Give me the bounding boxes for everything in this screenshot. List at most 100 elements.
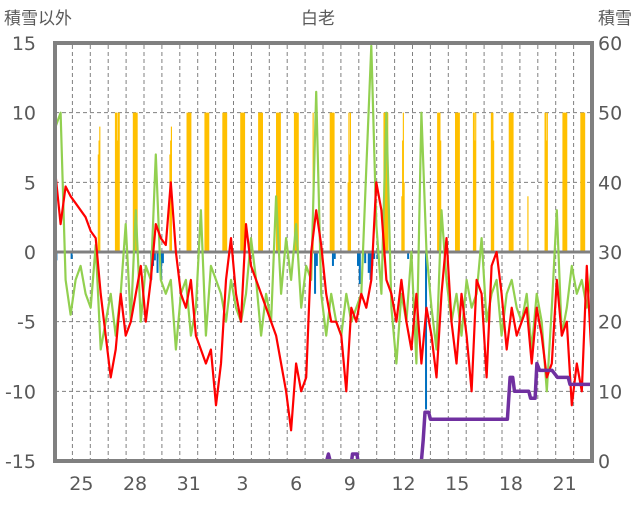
sunshine-bar [261, 112, 263, 253]
sunshine-bar [474, 140, 476, 252]
sunshine-bar [331, 112, 334, 253]
precip-bar [425, 252, 428, 410]
sunshine-bar [565, 112, 567, 253]
sunshine-bar [279, 112, 281, 253]
sunshine-bar [510, 112, 513, 253]
sunshine-bar [563, 112, 565, 253]
x-tick-label: 12 [391, 473, 415, 495]
sunshine-bar [190, 112, 192, 253]
x-tick-label: 18 [499, 473, 523, 495]
x-tick-label: 3 [236, 473, 248, 495]
sunshine-bar [204, 112, 206, 253]
sunshine-bar [135, 112, 137, 253]
sunshine-bar [116, 112, 118, 253]
sunshine-bar [511, 112, 513, 253]
sunshine-bar [440, 140, 442, 252]
precip-bar [70, 252, 73, 259]
sunshine-bar [99, 126, 101, 252]
green-series-line [54, 44, 593, 393]
sunshine-bar [437, 112, 440, 253]
sunshine-bar [240, 112, 243, 253]
sunshine-bar [277, 112, 279, 253]
sunshine-bar [222, 112, 224, 253]
x-tick-label: 21 [553, 473, 577, 495]
precip-bar [364, 252, 367, 264]
right-tick-label: 30 [598, 242, 622, 264]
left-tick-label: 5 [24, 172, 36, 194]
sunshine-bar [475, 112, 477, 253]
precip-bar [156, 252, 159, 273]
sunshine-bar [584, 112, 586, 253]
sunshine-bar [403, 182, 405, 252]
sunshine-bar [457, 112, 459, 253]
sunshine-bar [512, 112, 514, 253]
sunshine-bar [563, 112, 566, 253]
sunshine-bar [132, 112, 134, 253]
left-tick-label: -15 [5, 451, 36, 473]
chart-title: 白老 [301, 9, 335, 29]
sunshine-bar [562, 112, 564, 253]
sunshine-bar [260, 112, 262, 253]
sunshine-bar [437, 112, 439, 253]
sunshine-bar [226, 112, 228, 253]
sunshine-bar [349, 154, 351, 252]
sunshine-bar [223, 112, 225, 253]
right-tick-label: 10 [598, 381, 622, 403]
sunshine-bar [224, 112, 226, 253]
sunshine-bar [276, 112, 278, 253]
sunshine-bar [473, 112, 475, 253]
plot-frame [53, 41, 594, 463]
sunshine-bar [332, 112, 334, 253]
sunshine-bar [493, 140, 495, 252]
sunshine-bar [472, 112, 475, 253]
left-tick-label: 0 [24, 242, 36, 264]
sunshine-bar [114, 112, 117, 253]
sunshine-bar [134, 112, 136, 253]
right-tick-label: 0 [598, 451, 610, 473]
sunshine-bar [188, 112, 190, 253]
precip-bar [367, 252, 370, 273]
left-tick-label: -10 [5, 381, 36, 403]
sunshine-bar [117, 140, 119, 252]
sunshine-bar [188, 112, 190, 253]
sunshine-bar [456, 112, 458, 253]
sunshine-bar [402, 112, 404, 253]
sunshine-bar [187, 112, 189, 253]
sunshine-bar [455, 112, 457, 253]
sunshine-bar [386, 112, 388, 253]
sunshine-bar [205, 112, 207, 253]
sunshine-bar [349, 112, 351, 253]
sunshine-bar [490, 112, 492, 253]
precip-bar [373, 252, 376, 259]
left-tick-label: 15 [12, 33, 36, 55]
sunshine-bar [242, 112, 244, 253]
x-tick-label: 28 [123, 473, 147, 495]
sunshine-bar [581, 112, 583, 253]
sunshine-bar [223, 112, 225, 253]
sunshine-bar [133, 112, 135, 253]
x-tick-label: 25 [69, 473, 93, 495]
sunshine-bar [278, 112, 280, 253]
sunshine-bar [297, 112, 299, 253]
sunshine-bar [510, 112, 512, 253]
sunshine-bar [544, 112, 546, 253]
sunshine-bar [457, 112, 460, 253]
sunshine-bar [438, 112, 440, 253]
sunshine-bar [347, 182, 349, 252]
sunshine-bar [276, 112, 278, 253]
sunshine-bar [402, 140, 404, 252]
sunshine-bar [97, 154, 99, 252]
sunshine-bar [491, 112, 493, 253]
left-tick-label: 10 [12, 103, 36, 125]
left-tick-label: -5 [17, 312, 36, 334]
precip-bar [314, 252, 317, 294]
sunshine-bar [546, 112, 548, 253]
sunshine-bar [458, 112, 460, 253]
precip-bar [333, 252, 336, 259]
sunshine-bar [546, 140, 548, 252]
sunshine-bar [243, 112, 245, 253]
sunshine-bar [439, 112, 441, 253]
precip-bar [358, 252, 361, 285]
sunshine-bar [293, 112, 296, 253]
